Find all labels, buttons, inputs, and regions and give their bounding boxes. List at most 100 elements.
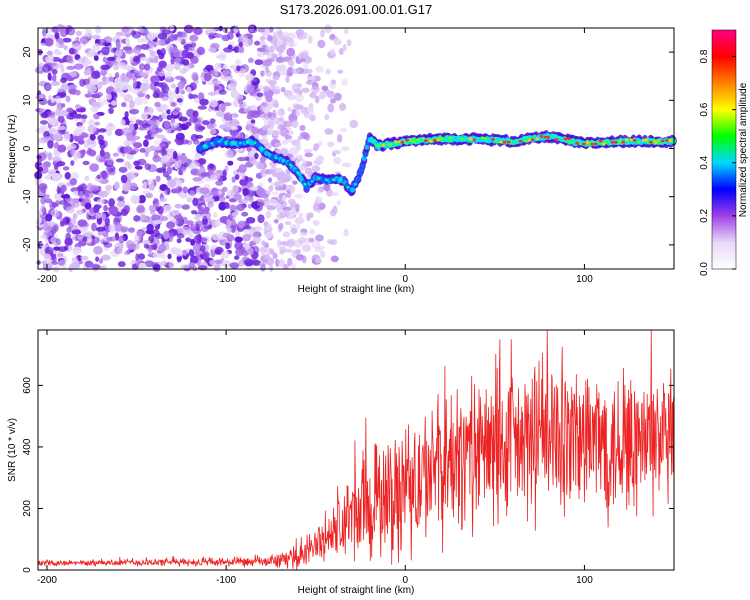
snr-x-tick-label: 0 (402, 575, 408, 586)
ridge-peak (210, 142, 214, 145)
spectrogram-cell (136, 204, 145, 213)
spectrogram-cell (161, 112, 167, 120)
spectrogram-cell (181, 204, 190, 210)
spectrogram-cell (251, 110, 261, 119)
spectrogram-cell (298, 212, 304, 218)
spectrogram-cell (192, 197, 199, 207)
spectrogram-cell (222, 77, 232, 82)
spectrogram-cell (246, 84, 255, 92)
spectrogram-cell (207, 107, 212, 112)
spectrogram-cell (330, 209, 337, 217)
ridge-peak (444, 138, 449, 142)
spectrogram-cell (43, 82, 52, 92)
spectrogram-cell (129, 182, 138, 190)
spectrogram-cell (266, 205, 276, 211)
ridge-peak (578, 139, 583, 143)
ridge-peak (518, 139, 523, 143)
spectrogram-cell (114, 181, 120, 190)
ridge-peak (644, 138, 649, 142)
spectrogram-cell (314, 95, 320, 104)
spectrogram-cell (119, 81, 130, 91)
spectrogram-cell (211, 233, 220, 241)
spectrogram-cell (89, 163, 99, 172)
spectrogram-cell (253, 231, 262, 237)
spectrogram-cell (197, 125, 206, 131)
spectrogram-cell (164, 188, 169, 195)
spectrogram-cell (76, 235, 84, 240)
spectrogram-cell (138, 253, 145, 260)
spectrogram-cell (120, 119, 126, 127)
spectrogram-cell (182, 186, 188, 194)
ridge-peak (483, 136, 487, 140)
spectrogram-cell (153, 219, 162, 225)
spectrogram-cell (146, 223, 154, 232)
spectrogram-cell (303, 148, 313, 153)
ridge-peak (491, 138, 495, 141)
spectrogram-cell (156, 66, 163, 72)
spectrogram-cell (190, 55, 199, 64)
spectrogram-cell (278, 69, 289, 76)
spectrogram-cell (183, 24, 194, 34)
spectrogram-cell (267, 111, 273, 118)
spectrogram-cell (70, 172, 80, 180)
ridge-peak (409, 138, 414, 142)
spectrogram-cell (52, 73, 57, 83)
spectrogram-cell (231, 113, 237, 118)
spectrogram-cell (333, 156, 342, 165)
spectrogram-cell (266, 34, 273, 42)
spectrogram-cell (43, 253, 52, 262)
spectrogram-cell (92, 43, 101, 51)
spectrogram-cell (264, 142, 273, 150)
ridge-peak (610, 140, 615, 144)
spectrogram-cell (258, 182, 264, 187)
ridge-peak (621, 140, 625, 144)
spectrogram-cell (307, 35, 313, 44)
spectrogram-cell (326, 239, 333, 245)
spectrogram-cell (135, 253, 140, 262)
spectrogram-cell (147, 179, 154, 186)
spectrogram-cell (256, 85, 265, 90)
snr-x-tick-label: 100 (576, 575, 593, 586)
spectrogram-cell (303, 68, 313, 74)
spectrogram-cell (344, 28, 349, 35)
spectrogram-cell (134, 233, 142, 243)
spectrogram-cell (159, 38, 166, 47)
ridge-peak (585, 141, 590, 144)
spectrogram-cell (129, 108, 139, 115)
spectrogram-cell (123, 145, 132, 154)
spectrogram-cell (87, 147, 93, 155)
ridge-peak (598, 139, 603, 143)
spectrogram-cell (289, 147, 299, 156)
spectrogram-cell (263, 225, 273, 234)
spectrogram-cell (158, 71, 165, 77)
spectrogram-cell (259, 193, 269, 199)
spectrogram-cell (289, 184, 296, 194)
ridge-peak (281, 159, 285, 163)
spectrogram-cell (91, 101, 101, 107)
spectrogram-frame (37, 27, 675, 270)
spectrogram-cell (83, 69, 92, 76)
spectrogram-cell (316, 258, 321, 263)
spectrogram-cell (37, 64, 43, 72)
ridge-peak (649, 140, 653, 144)
spectrogram-cell (282, 206, 292, 212)
ridge-peak (463, 136, 468, 139)
spectrogram-cell (334, 92, 342, 101)
spectrogram-cell (47, 128, 58, 134)
spectrogram-cell (202, 197, 209, 202)
spectrogram-cell (95, 25, 102, 34)
spectrogram-cell (168, 46, 179, 53)
spectrogram-cell (172, 150, 178, 160)
spectrogram-cell (176, 127, 183, 132)
spectrogram-cell (38, 98, 48, 106)
spectrogram-cell (145, 146, 152, 153)
spectrogram-cell (182, 59, 190, 66)
spectrogram-cell (170, 247, 179, 255)
spectrogram-cell (208, 32, 215, 40)
spectrogram-y-tick-label: 20 (22, 46, 33, 58)
spectrogram-cell (54, 31, 60, 40)
spectrogram-cell (166, 166, 173, 175)
spectrogram-cell (45, 56, 54, 63)
spectrogram-cell (112, 88, 122, 93)
spectrogram-cell (199, 187, 210, 195)
